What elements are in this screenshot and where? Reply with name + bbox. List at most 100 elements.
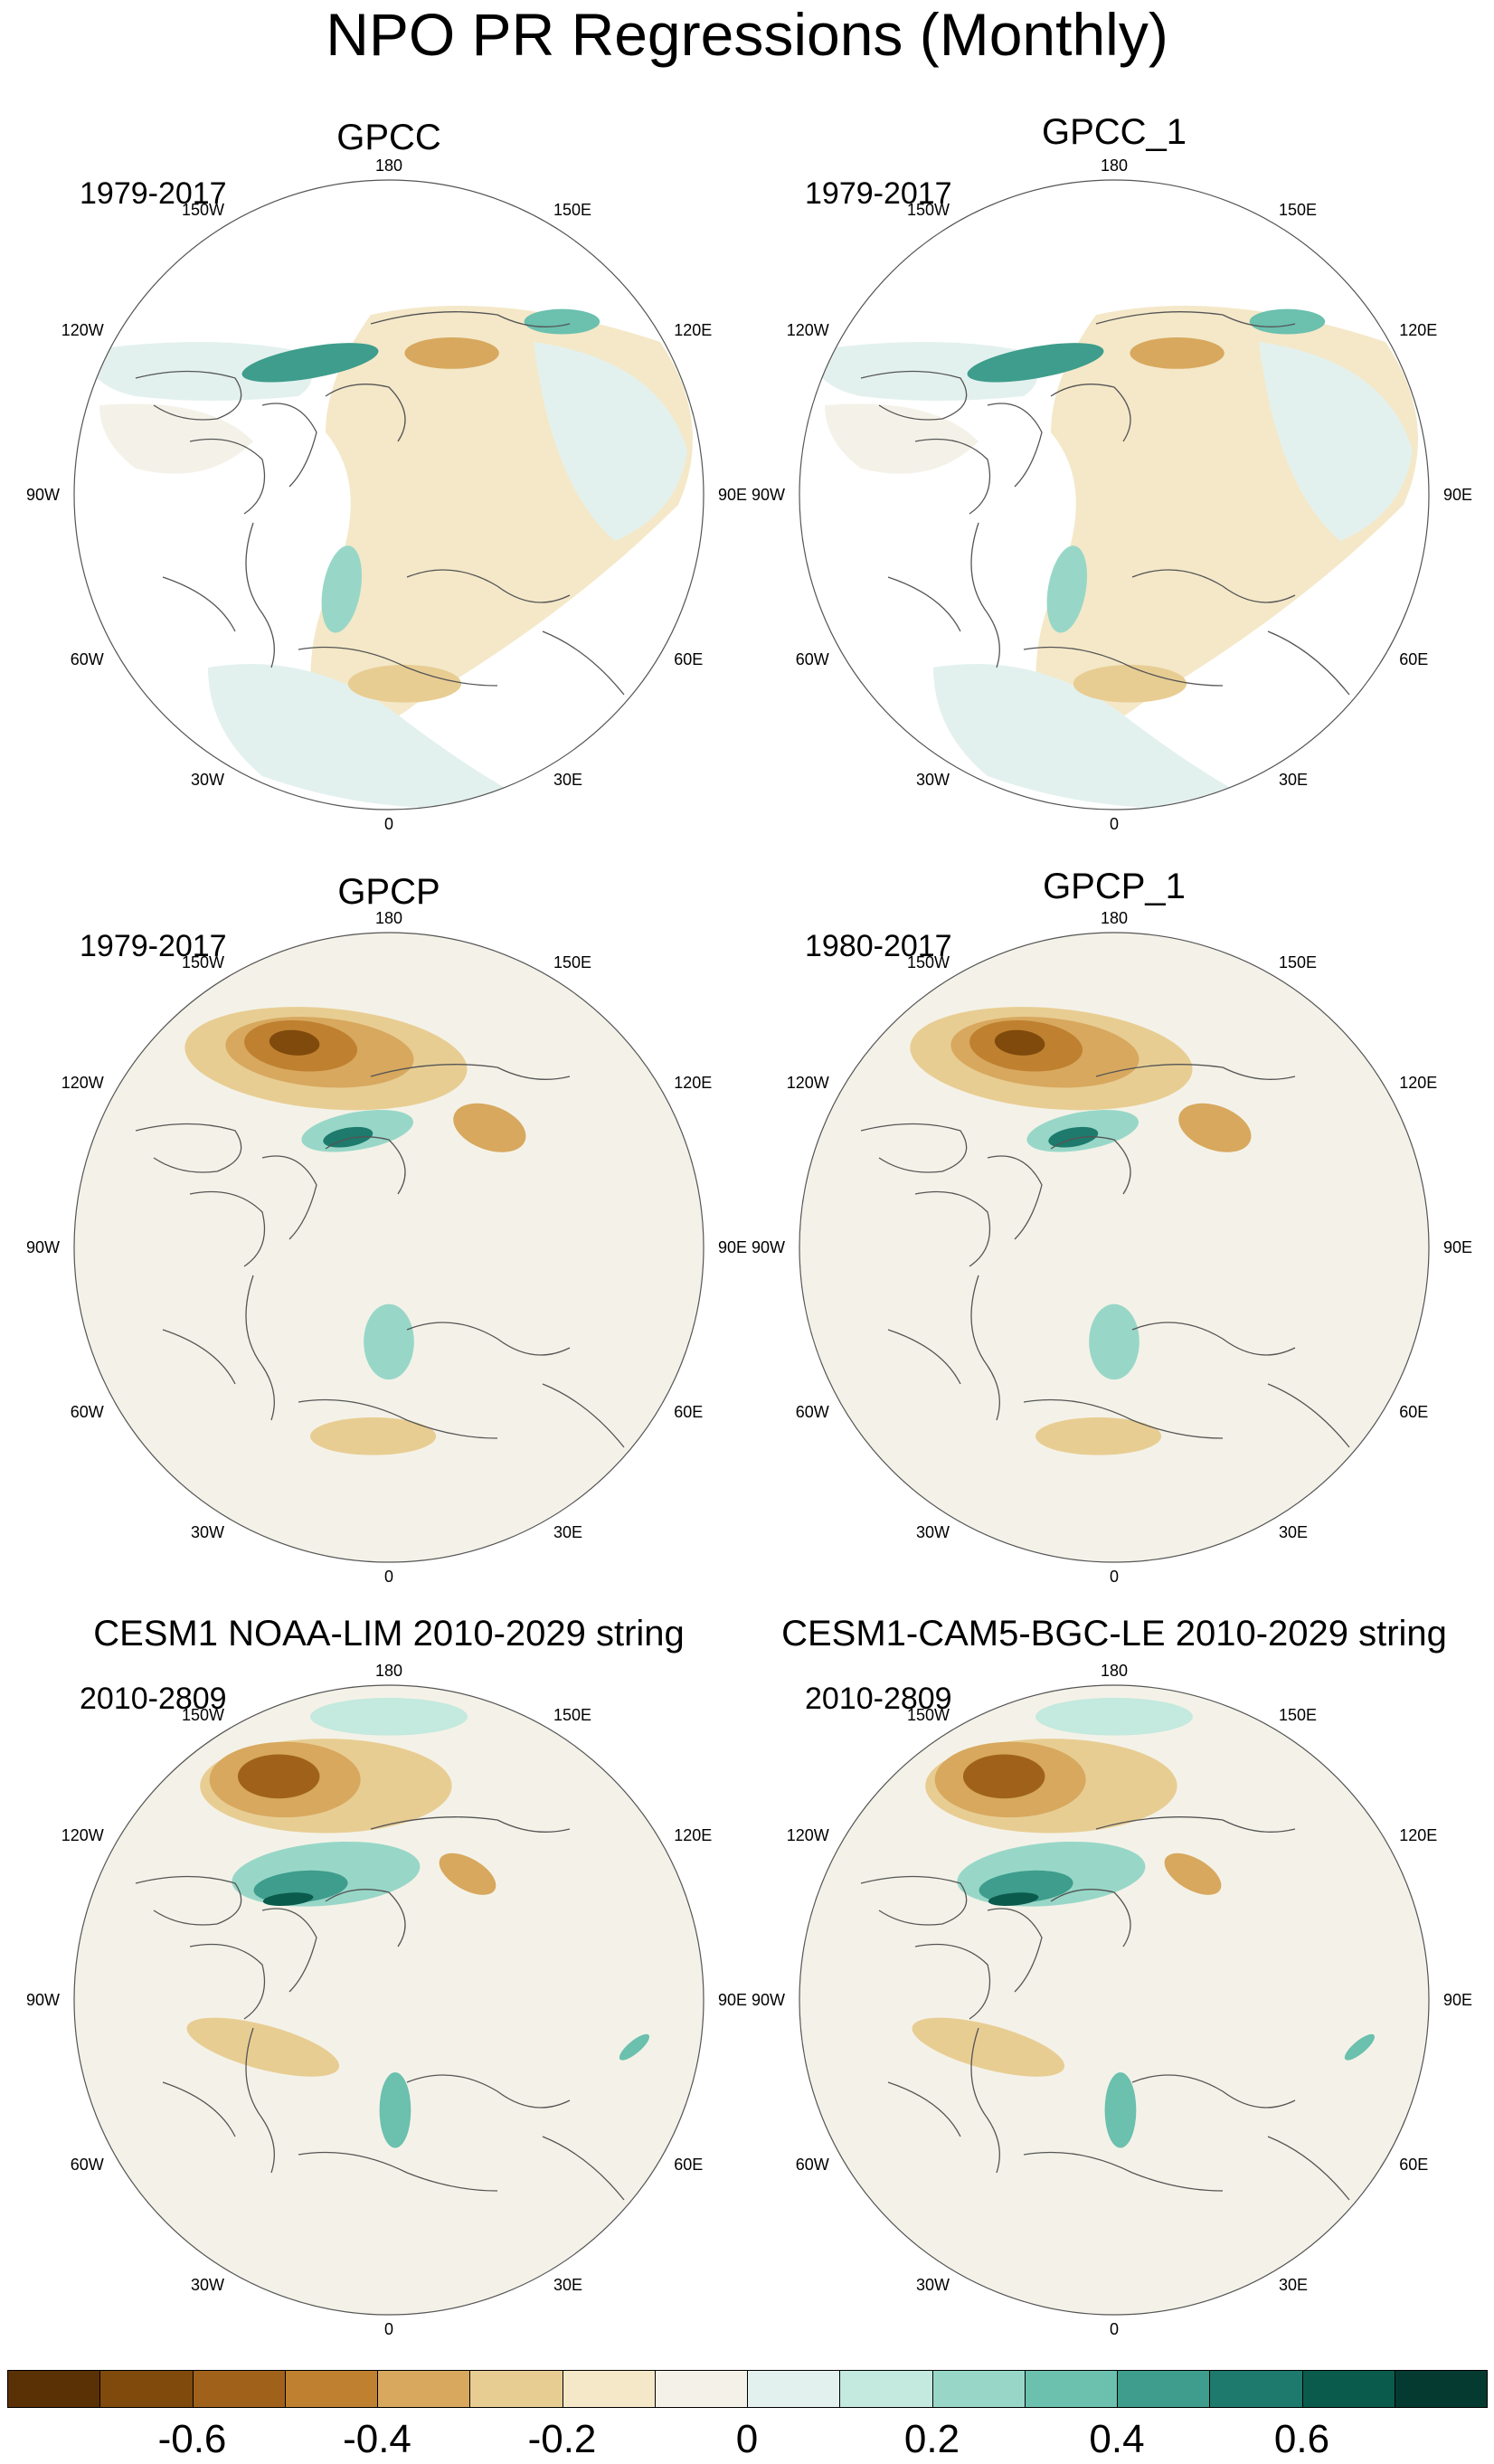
longitude-label: 90W <box>752 1238 785 1256</box>
longitude-label: 30W <box>191 1523 224 1541</box>
longitude-label: 150W <box>182 1706 224 1724</box>
panel-period: 2010-2809 <box>805 1682 952 1716</box>
coastline <box>542 2136 625 2201</box>
coastline <box>1267 1383 1350 1448</box>
longitude-label: 120W <box>787 321 829 339</box>
polar-map: 180 150E 120E 90E 60E 30E 0 30W 60W 90W 120W 150W <box>752 156 1472 833</box>
longitude-label: 120W <box>787 1826 829 1844</box>
longitude-label: 180 <box>1101 156 1128 175</box>
longitude-label: 150E <box>1279 201 1317 219</box>
map-border <box>73 179 704 810</box>
anomaly-contour <box>1035 1417 1162 1455</box>
anomaly-contour <box>404 337 499 369</box>
map-panel-gpcc: GPCC 1979-2017 180 150E 120E 90E 60E 30E 0 30W 6… <box>27 107 751 858</box>
anomaly-contour <box>1089 1303 1139 1380</box>
colorbar-swatch <box>99 2370 194 2408</box>
longitude-label: 150E <box>553 1706 591 1724</box>
panel-period: 1979-2017 <box>805 176 952 211</box>
longitude-label: 120E <box>1399 1826 1437 1844</box>
coastline <box>1095 311 1296 327</box>
longitude-label: 30W <box>916 2276 950 2294</box>
anomaly-contour <box>364 1303 414 1380</box>
longitude-label: 120E <box>1399 321 1437 339</box>
coastline <box>970 2027 1000 2174</box>
anomaly-contour <box>323 1126 374 1148</box>
coastline <box>1131 2074 1296 2109</box>
longitude-label: 60W <box>71 650 104 668</box>
longitude-label: 150E <box>1279 953 1317 971</box>
map-border <box>799 1684 1430 2316</box>
panel-title: CESM1 NOAA-LIM 2010-2029 string <box>93 1614 685 1654</box>
colorbar-swatch <box>931 2370 1026 2408</box>
anomaly-contour <box>524 308 600 335</box>
coastline <box>189 1190 266 1267</box>
longitude-label: 90W <box>27 1991 60 2009</box>
coastline <box>261 1908 317 1993</box>
colorbar-swatch <box>7 2370 101 2408</box>
coastline <box>987 1908 1043 1993</box>
colorbar-tick-label: -0.6 <box>157 2417 227 2461</box>
colorbar-swatch <box>1394 2370 1488 2408</box>
longitude-label: 90W <box>752 1991 785 2009</box>
colorbar-swatch <box>839 2370 933 2408</box>
coastline <box>970 522 1000 668</box>
coastline <box>245 2027 275 2174</box>
coastline <box>1095 1816 1296 1833</box>
colorbar-swatch <box>1117 2370 1211 2408</box>
longitude-label: 90E <box>1443 1238 1472 1256</box>
longitude-label: 90E <box>718 1238 747 1256</box>
coastline <box>325 384 406 442</box>
polar-map: 180 150E 120E 90E 60E 30E 0 30W 60W 90W 120W 150W <box>752 909 1472 1586</box>
anomaly-contour <box>269 1029 320 1056</box>
longitude-label: 120W <box>787 1074 829 1092</box>
coastline <box>987 403 1043 488</box>
longitude-label: 90E <box>718 486 747 504</box>
longitude-label: 150E <box>553 201 591 219</box>
coastline <box>970 1275 1000 1421</box>
land-anomaly <box>99 403 253 474</box>
anomaly-contour <box>321 545 363 633</box>
longitude-label: 180 <box>1101 1662 1128 1680</box>
coastline <box>370 311 571 327</box>
polar-map: 180 150E 120E 90E 60E 30E 0 30W 60W 90W 120W 150W <box>27 909 747 1586</box>
colorbar-tick-label: 0 <box>735 2417 759 2461</box>
map-panel-gpcp: GPCP 1979-2017 180 150E 120E 90E 60E 30E 0 30W 6… <box>27 859 751 1610</box>
anomaly-contour <box>379 2072 411 2148</box>
coastline <box>325 1889 406 1948</box>
longitude-label: 180 <box>1101 909 1128 927</box>
coastline <box>1267 2136 1350 2201</box>
longitude-label: 150W <box>907 1706 950 1724</box>
colorbar-swatch <box>1301 2370 1395 2408</box>
longitude-label: 0 <box>384 815 393 833</box>
longitude-label: 30W <box>191 2276 224 2294</box>
colorbar-tick-label: 0.4 <box>1089 2417 1145 2461</box>
longitude-label: 150W <box>907 953 950 971</box>
longitude-label: 90E <box>1443 1991 1472 2009</box>
longitude-label: 60E <box>674 2156 703 2174</box>
longitude-label: 90W <box>27 486 60 504</box>
colorbar-swatch <box>284 2370 378 2408</box>
anomaly-contour <box>453 1103 526 1152</box>
anomaly-contour <box>310 1697 468 1736</box>
coastline <box>914 1943 991 2020</box>
land-anomaly <box>534 342 687 541</box>
longitude-label: 30E <box>553 1523 582 1541</box>
longitude-label: 120E <box>674 321 712 339</box>
coastline <box>135 1875 242 1926</box>
anomaly-contour <box>1164 1853 1222 1895</box>
coastline <box>162 2081 236 2137</box>
coastline <box>370 1064 571 1080</box>
longitude-label: 30E <box>553 771 582 789</box>
polar-map: 180 150E 120E 90E 60E 30E 0 30W 60W 90W 120W 150W <box>752 1662 1472 2338</box>
longitude-label: 120W <box>61 321 104 339</box>
colorbar-swatch <box>377 2370 471 2408</box>
coastline <box>325 1136 406 1195</box>
longitude-label: 60E <box>1399 650 1428 668</box>
coastline <box>135 370 242 421</box>
panel-period: 1979-2017 <box>80 176 227 211</box>
colorbar-tick-label: 0.6 <box>1273 2417 1330 2461</box>
coastline <box>987 1155 1043 1240</box>
anomaly-contour <box>262 1892 314 1906</box>
longitude-label: 180 <box>375 156 402 175</box>
coastline <box>261 1155 317 1240</box>
